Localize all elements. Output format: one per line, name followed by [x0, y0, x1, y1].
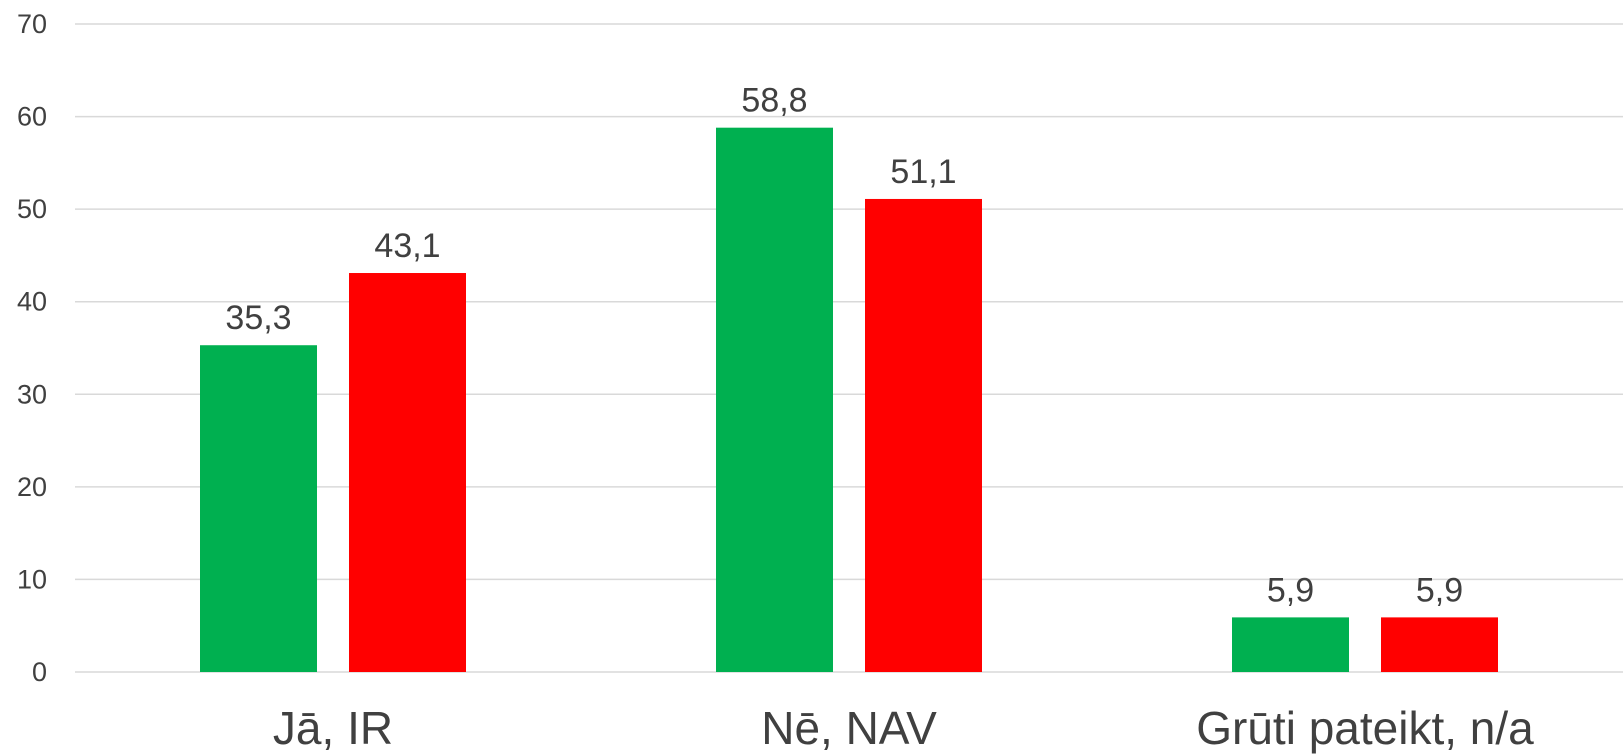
y-axis-ticks: 0 10 20 30 40 50 60 70 — [17, 9, 47, 687]
bar — [1232, 617, 1349, 672]
y-tick-label: 0 — [32, 657, 47, 687]
y-tick-label: 70 — [17, 9, 47, 39]
x-tick-label: Jā, IR — [273, 702, 393, 754]
x-tick-label: Grūti pateikt, n/a — [1196, 702, 1534, 754]
data-label: 5,9 — [1267, 571, 1314, 609]
y-tick-label: 30 — [17, 379, 47, 409]
y-tick-label: 10 — [17, 564, 47, 594]
bar — [349, 273, 466, 672]
y-tick-label: 60 — [17, 102, 47, 132]
y-tick-label: 20 — [17, 472, 47, 502]
data-label: 43,1 — [374, 227, 440, 265]
bar — [865, 198, 982, 672]
data-label: 58,8 — [741, 82, 807, 120]
x-tick-label: Nē, NAV — [761, 702, 937, 754]
bar — [1381, 617, 1498, 672]
y-tick-label: 50 — [17, 194, 47, 224]
bar — [200, 345, 317, 672]
x-axis-ticks: Jā, IR Nē, NAV Grūti pateikt, n/a — [273, 702, 1534, 754]
data-label: 35,3 — [225, 299, 291, 337]
data-label: 5,9 — [1416, 571, 1463, 609]
bar — [716, 127, 833, 673]
gridlines — [75, 23, 1623, 673]
y-tick-label: 40 — [17, 287, 47, 317]
data-label: 51,1 — [890, 153, 956, 191]
data-labels: 35,3 43,1 58,8 51,1 5,9 5,9 — [225, 82, 1463, 610]
bars — [200, 127, 1498, 673]
